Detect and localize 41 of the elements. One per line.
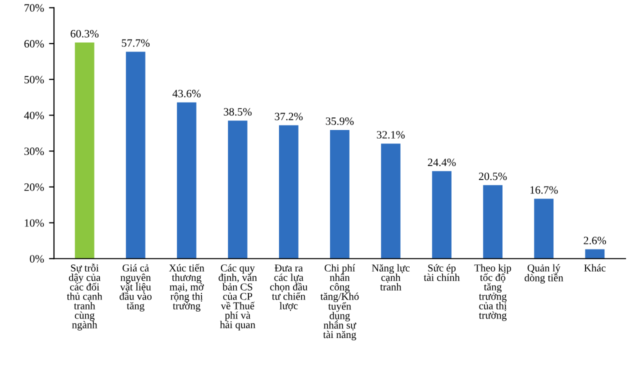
x-tick-label: Sự trỗi dậy của các đối thủ cạnh tranh cùng ngành (66, 264, 102, 330)
bar (176, 102, 196, 259)
x-tick-label: Đưa ra các lựa chọn đầu tư chiến lược (270, 264, 308, 311)
data-label: 43.6% (172, 90, 201, 98)
x-tick-label: Các quy định, văn bản CS của CP về Thuế phí và hải quan (218, 264, 257, 330)
bar (126, 52, 146, 259)
x-tick-label: Giá cả nguyên vật liệu đầu vào tăng (120, 264, 152, 312)
y-tick-label: 20% (24, 183, 44, 191)
y-tick-label: 50% (24, 76, 44, 84)
data-label: 38.5% (224, 108, 252, 116)
x-tick-label: Chi phí nhân công tăng/Khó tuyển dụng nhân sự tài năng (320, 264, 359, 340)
data-label: 60.3% (70, 30, 99, 38)
data-label: 20.5% (478, 172, 507, 180)
x-tick-label: Quản lý dòng tiền (524, 264, 564, 284)
x-tick-label: Xúc tiến thương mại, mở rộng thị trường (169, 264, 204, 312)
bar (432, 171, 452, 259)
bar (381, 144, 400, 259)
x-tick-label: Sức ép tài chính (424, 264, 460, 281)
data-label: 32.1% (376, 131, 405, 139)
bar (228, 120, 248, 259)
data-label: 16.7% (530, 186, 558, 194)
data-label: 37.2% (274, 112, 303, 120)
x-tick-label: Năng lực cạnh tranh (372, 264, 410, 290)
bar (483, 185, 502, 259)
y-tick-label: 30% (24, 148, 44, 156)
bar (330, 130, 350, 259)
data-label: 2.6% (584, 236, 606, 244)
y-tick-label: 60% (24, 40, 44, 48)
y-tick-label: 0% (30, 255, 44, 263)
bar (279, 125, 298, 259)
data-label: 35.9% (326, 117, 354, 125)
y-tick-label: 10% (24, 219, 44, 227)
y-tick-label: 70% (24, 4, 44, 12)
bar (74, 42, 94, 259)
data-label: 24.4% (428, 158, 456, 166)
y-tick-label: 40% (24, 112, 44, 120)
x-tick-label: Theo kịp tốc độ tăng trưởng của thị trường (474, 264, 512, 321)
x-tick-label: Khác (584, 264, 606, 272)
data-label: 57.7% (122, 39, 150, 47)
bar (585, 249, 605, 259)
bar (534, 198, 554, 259)
